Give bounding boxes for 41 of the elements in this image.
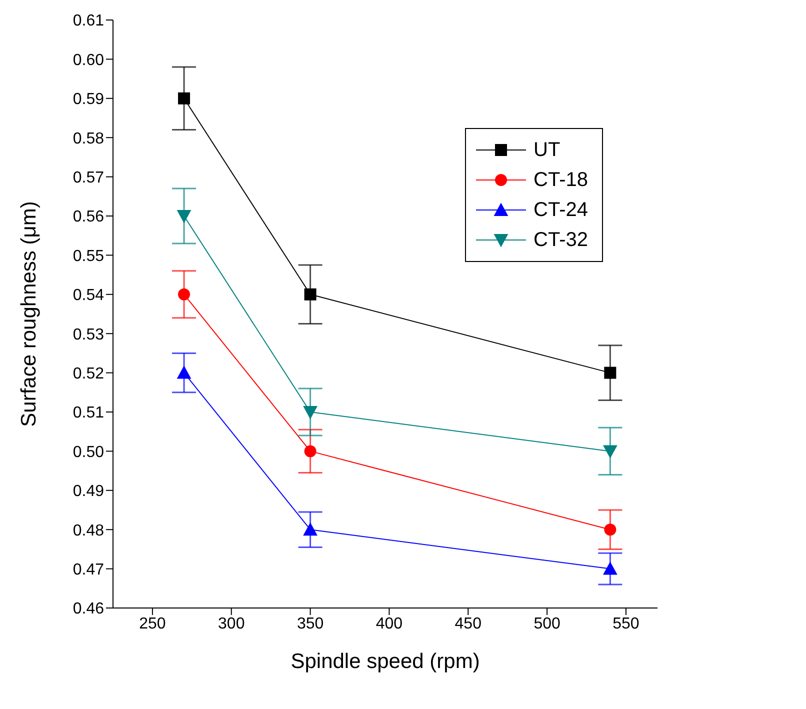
x-tick-label: 550 <box>612 615 640 632</box>
x-axis-title: Spindle speed (rpm) <box>290 650 480 673</box>
legend-label: CT-32 <box>534 228 588 252</box>
y-tick-label: 0.61 <box>72 12 104 30</box>
point <box>178 92 190 104</box>
point <box>604 366 616 379</box>
y-axis-title: Surface roughness (μm) <box>17 201 40 427</box>
point <box>604 524 616 536</box>
point <box>176 210 192 224</box>
y-tick-label: 0.58 <box>72 130 104 148</box>
legend-label: CT-24 <box>534 198 588 222</box>
point <box>602 445 618 458</box>
y-tick-label: 0.48 <box>72 522 104 540</box>
y-tick-label: 0.52 <box>72 365 104 382</box>
y-tick-label: 0.50 <box>72 444 104 461</box>
y-tick-label: 0.56 <box>72 208 104 226</box>
y-tick-label: 0.53 <box>72 326 104 344</box>
y-tick-label: 0.60 <box>72 52 104 69</box>
point <box>304 445 316 458</box>
point <box>303 522 318 536</box>
x-tick-label: 250 <box>139 615 166 632</box>
point <box>176 366 192 379</box>
x-tick-label: 450 <box>454 615 482 632</box>
x-tick-label: 500 <box>534 615 560 632</box>
point <box>178 288 190 300</box>
point <box>602 562 618 575</box>
y-tick-label: 0.46 <box>72 600 104 618</box>
y-tick-label: 0.51 <box>72 404 104 422</box>
legend-label: CT-18 <box>534 168 588 192</box>
point <box>304 288 316 300</box>
legend-label: UT <box>534 138 560 162</box>
y-tick-label: 0.49 <box>72 483 104 500</box>
y-tick-label: 0.57 <box>72 169 104 186</box>
y-tick-label: 0.54 <box>72 287 104 304</box>
y-tick-label: 0.55 <box>72 248 104 265</box>
y-tick-label: 0.47 <box>72 561 104 578</box>
point <box>303 406 318 420</box>
y-tick-label: 0.59 <box>72 91 104 108</box>
x-tick-label: 350 <box>296 615 324 632</box>
x-tick-label: 300 <box>218 615 245 632</box>
x-tick-label: 400 <box>376 615 403 632</box>
